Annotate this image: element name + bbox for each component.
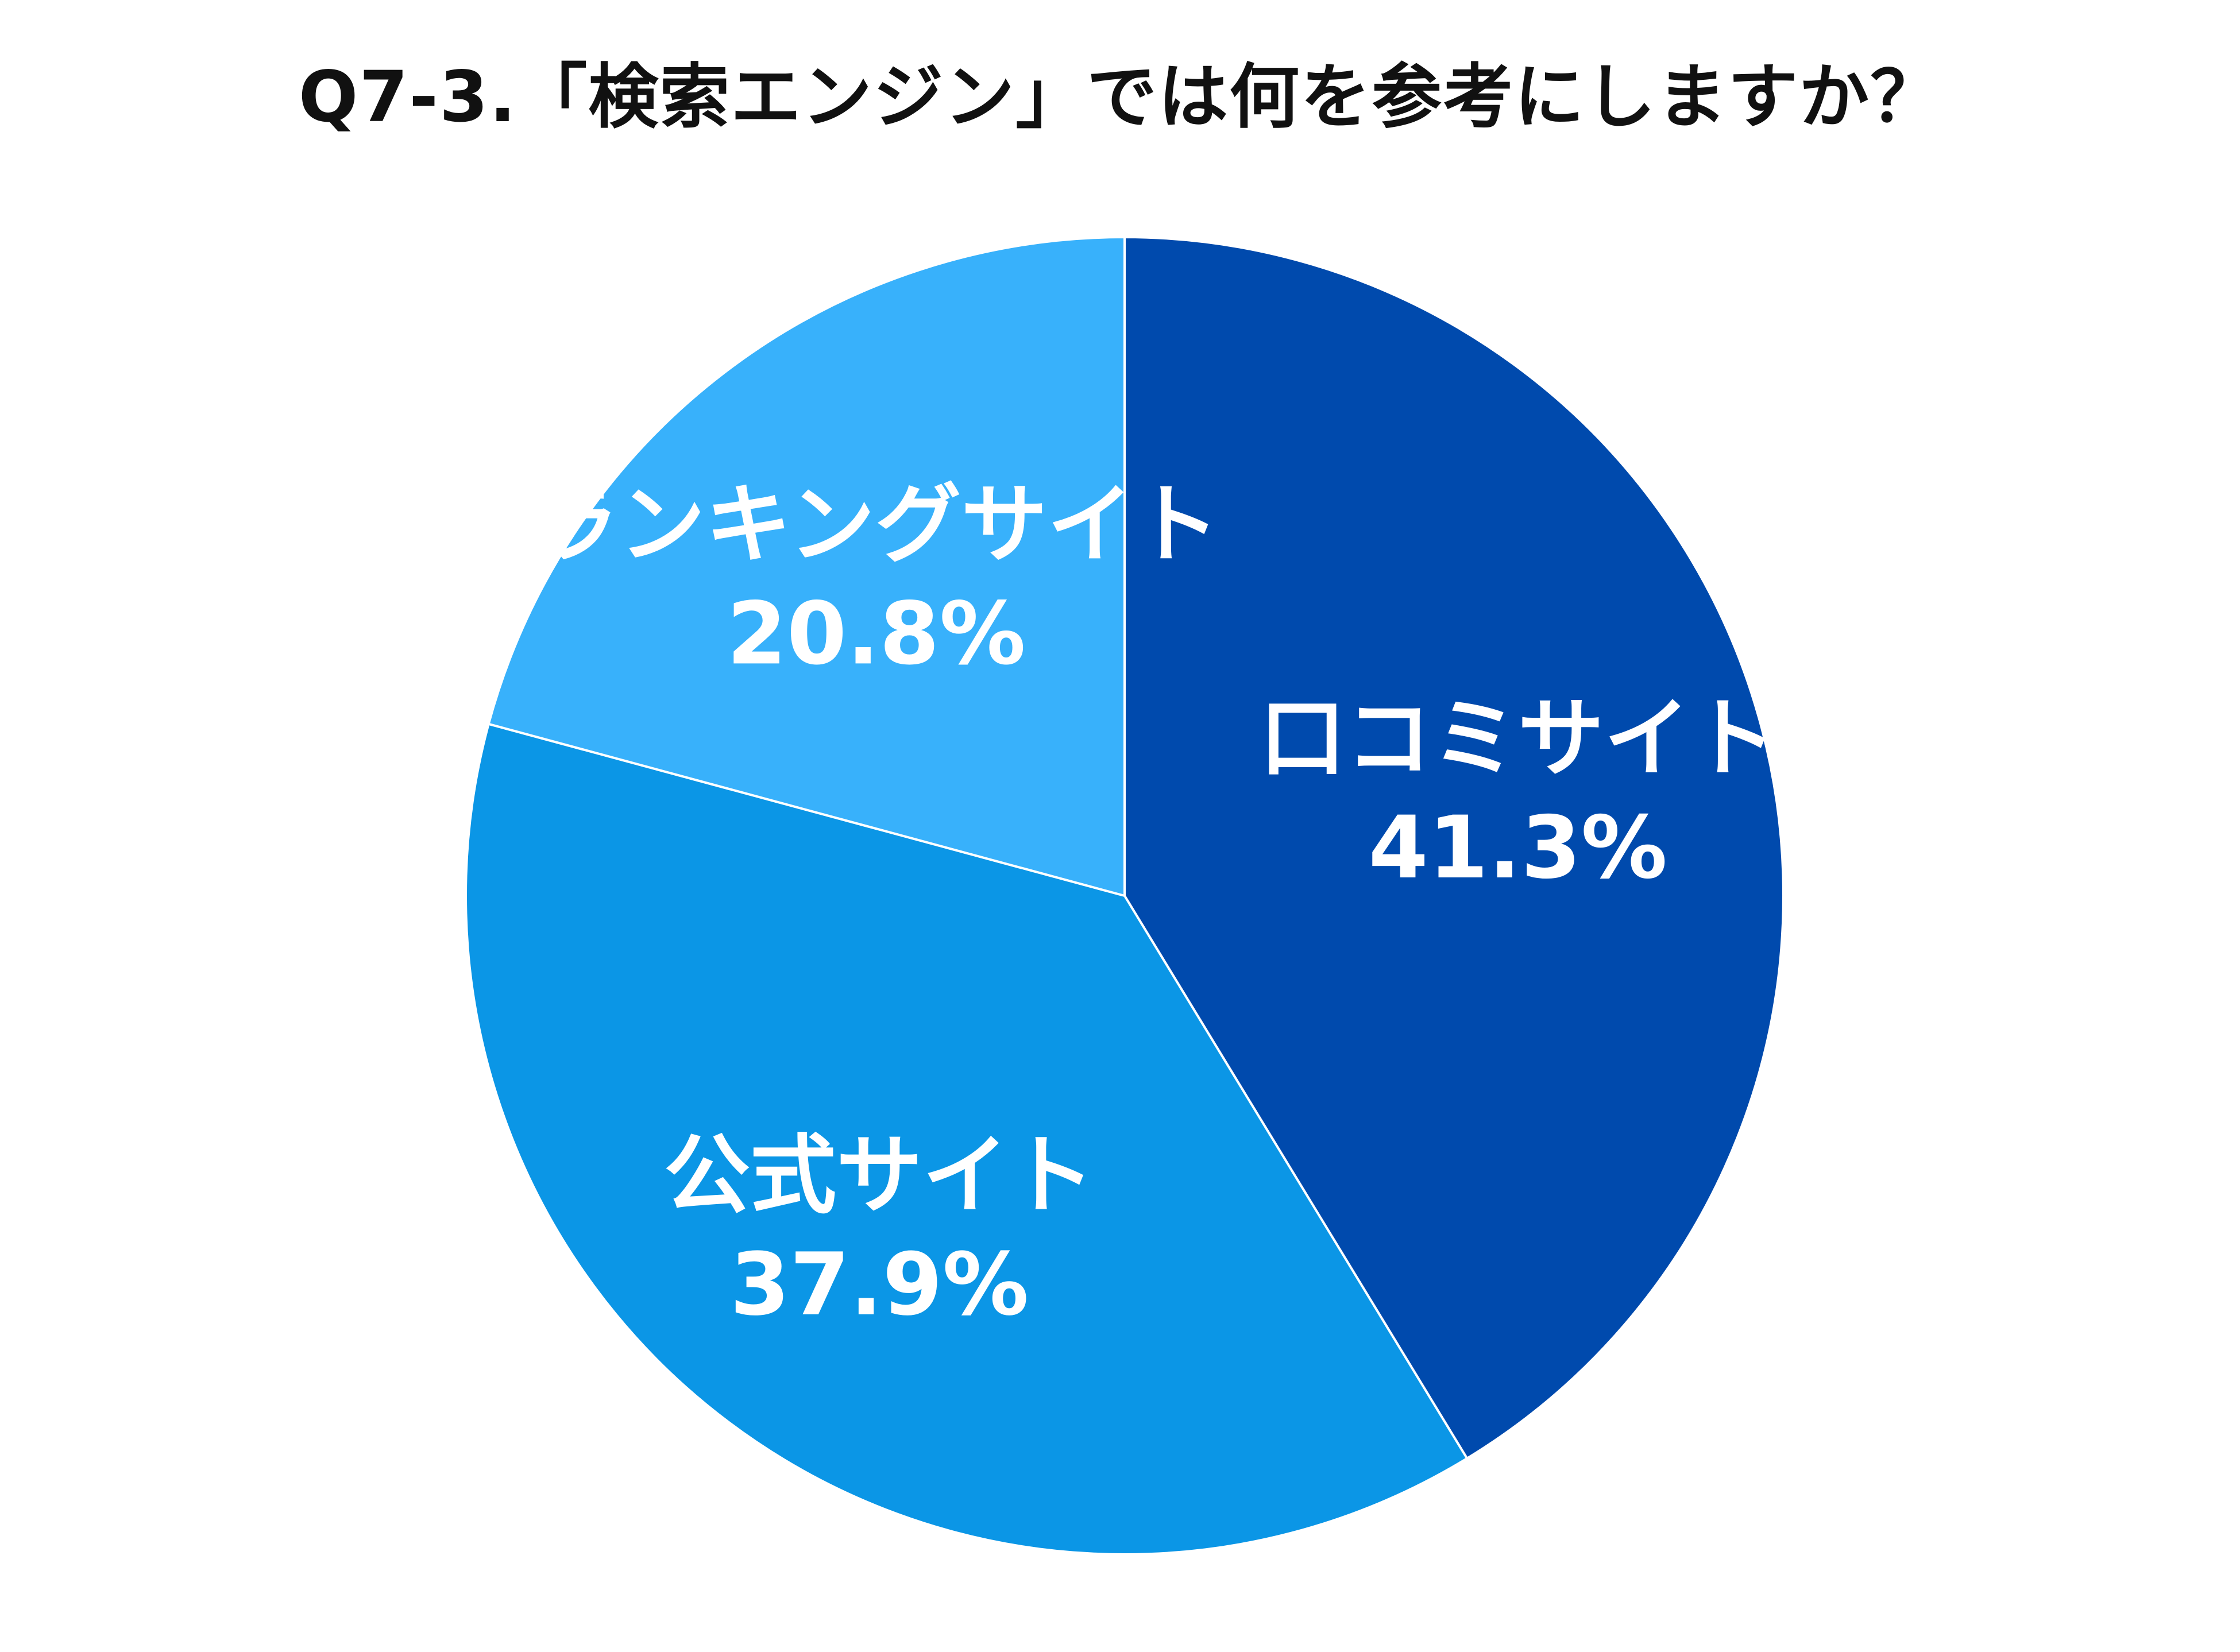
slice-label-1: 口コミサイト (1260, 689, 1776, 789)
pie-slices (465, 235, 1785, 1556)
chart-title: Q7-3.「検索エンジン」では何を参考にしますか？ (298, 56, 1942, 138)
slice-value-3: 20.8% (727, 584, 1025, 684)
slice-value-2: 37.9% (730, 1235, 1029, 1335)
pie-slice-1 (1123, 235, 1785, 1460)
slice-label-2: 公式サイト (664, 1126, 1095, 1226)
slice-value-1: 41.3% (1369, 798, 1667, 898)
pie-slice-3 (487, 235, 1126, 897)
slice-label-3: ランキングサイト (533, 475, 1220, 575)
pie-slice-2 (465, 722, 1469, 1556)
